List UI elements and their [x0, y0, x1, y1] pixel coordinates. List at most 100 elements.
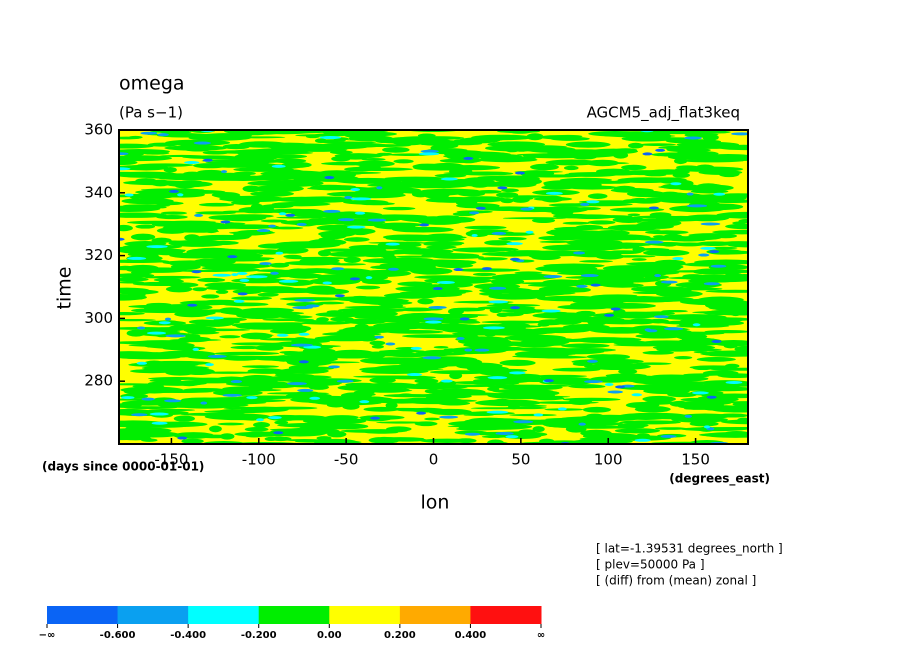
contour-patch	[354, 211, 366, 215]
contour-patch	[274, 196, 330, 203]
contour-patch	[184, 161, 200, 165]
colorbar-swatch	[470, 606, 542, 624]
contour-patch	[367, 182, 423, 188]
contour-patch	[193, 141, 211, 145]
contour-patch	[278, 279, 299, 283]
contour-patch	[236, 271, 248, 275]
contour-patch	[424, 349, 465, 353]
contour-patch	[127, 292, 146, 298]
contour-patch	[383, 439, 398, 443]
x-tick-label: -100	[242, 451, 276, 469]
contour-patch	[119, 143, 154, 149]
contour-patch	[690, 189, 729, 194]
contour-patch	[491, 231, 507, 235]
contour-patch	[614, 428, 661, 434]
contour-patch	[554, 348, 617, 353]
contour-patch	[165, 334, 186, 338]
contour-patch	[514, 350, 570, 358]
contour-patch	[271, 164, 286, 168]
contour-patch	[550, 136, 590, 141]
contour-patch	[119, 265, 132, 269]
contour-patch	[119, 341, 170, 345]
contour-patch	[464, 348, 473, 352]
contour-patch	[674, 356, 693, 360]
contour-patch	[319, 141, 377, 144]
contour-patch	[385, 402, 398, 409]
contour-patch	[472, 272, 497, 276]
contour-patch	[691, 391, 709, 395]
contour-patch	[642, 311, 675, 316]
contour-patch	[723, 343, 738, 349]
contour-patch	[343, 237, 370, 242]
contour-patch	[604, 300, 620, 304]
contour-patch	[392, 248, 454, 255]
contour-patch	[125, 406, 178, 409]
contour-patch	[392, 234, 451, 242]
contour-patch	[268, 204, 288, 208]
contour-patch	[221, 267, 260, 272]
contour-patch	[240, 406, 289, 413]
contour-patch	[236, 309, 291, 315]
contour-patch	[398, 362, 449, 370]
contour-patch	[223, 197, 240, 200]
contour-patch	[404, 319, 421, 324]
contour-patch	[256, 286, 295, 291]
contour-patch	[273, 431, 284, 435]
contour-patch	[638, 137, 699, 141]
contour-patch	[337, 218, 355, 222]
contour-patch	[202, 158, 213, 162]
contour-patch	[177, 193, 184, 197]
contour-patch	[634, 405, 671, 413]
contour-patch	[565, 141, 611, 148]
contour-patch	[319, 136, 342, 140]
contour-patch	[128, 135, 143, 139]
contour-patch	[621, 164, 647, 171]
contour-patch	[418, 152, 440, 156]
contour-patch	[331, 267, 345, 271]
contour-patch	[297, 388, 314, 392]
contour-patch	[576, 207, 601, 211]
contour-patch	[385, 257, 434, 262]
contour-patch	[567, 316, 625, 323]
contour-patch	[119, 157, 134, 163]
contour-patch	[242, 185, 261, 193]
contour-patch	[651, 152, 712, 157]
contour-patch	[323, 209, 341, 213]
x-tick-label: 0	[429, 451, 439, 469]
contour-patch	[127, 220, 184, 225]
colorbar-label: -0.600	[100, 630, 136, 641]
contour-patch	[119, 318, 156, 322]
contour-patch	[339, 211, 360, 217]
annotation: [ (diff) from (mean) zonal ]	[596, 574, 756, 588]
contour-patch	[584, 380, 603, 384]
contour-patch	[553, 150, 619, 158]
contour-patch	[380, 215, 432, 220]
contour-patch	[492, 303, 516, 307]
contour-patch	[429, 370, 490, 375]
contour-patch	[178, 336, 211, 343]
contour-patch	[617, 375, 664, 383]
contour-patch	[610, 187, 654, 193]
contour-patch	[130, 233, 156, 241]
contour-patch	[664, 192, 687, 197]
contour-patch	[496, 312, 510, 317]
contour-patch	[450, 307, 486, 312]
contour-patch	[157, 133, 169, 137]
contour-patch	[296, 175, 320, 180]
contour-patch	[285, 256, 350, 260]
contour-patch	[157, 276, 193, 279]
contour-patch	[721, 419, 748, 425]
contour-patch	[565, 276, 614, 279]
contour-patch	[220, 170, 228, 174]
contour-patch	[489, 307, 503, 314]
contour-patch	[696, 357, 736, 362]
contour-patch	[334, 294, 345, 298]
contour-patch	[147, 377, 205, 380]
contour-patch	[426, 245, 457, 250]
contour-patch	[428, 360, 470, 365]
y-tick-label: 280	[84, 372, 113, 390]
colorbar-label: -0.200	[241, 630, 277, 641]
contour-patch	[492, 388, 554, 394]
contour-patch	[416, 411, 427, 415]
contour-patch	[137, 326, 146, 330]
